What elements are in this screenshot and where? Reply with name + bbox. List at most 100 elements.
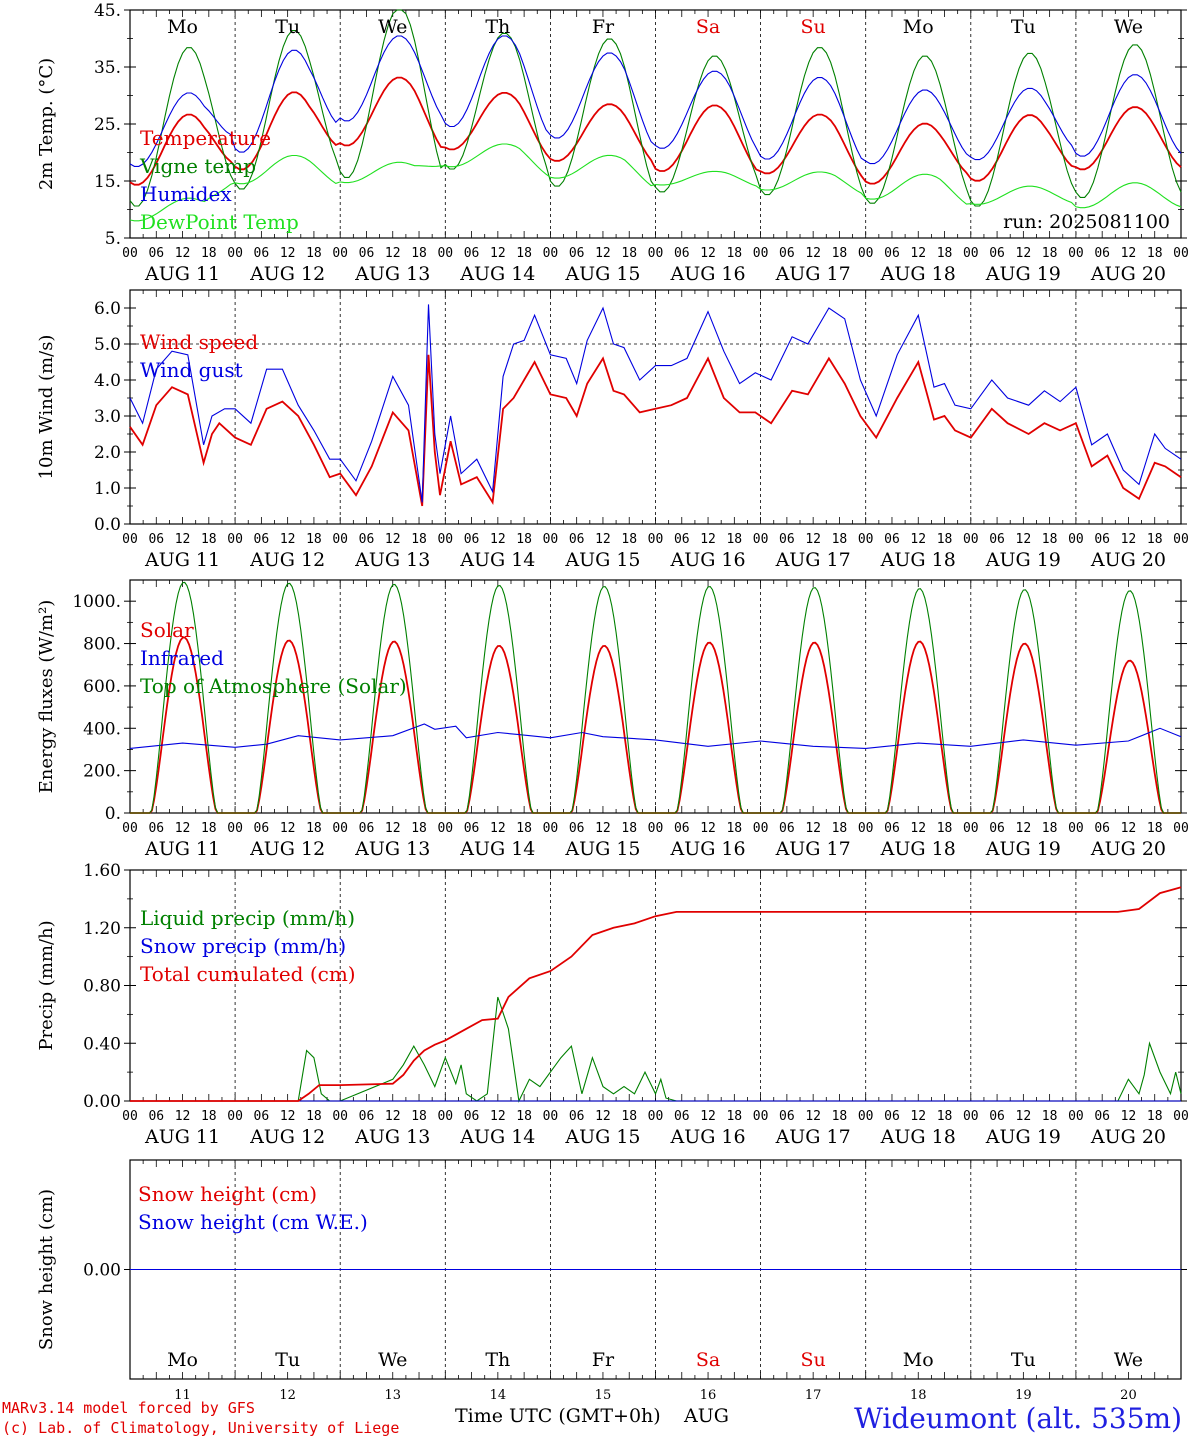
- hour-label: 06: [148, 532, 164, 547]
- hour-label: 12: [595, 246, 611, 261]
- station-label: Wideumont (alt. 535m): [854, 1402, 1182, 1435]
- hour-label: 06: [359, 532, 375, 547]
- hour-label: 00: [543, 821, 559, 836]
- hour-label: 06: [1094, 246, 1110, 261]
- hour-label: 12: [595, 1109, 611, 1124]
- hour-label: 06: [779, 532, 795, 547]
- series-humidex: [129, 35, 1182, 167]
- hour-label: 00: [122, 246, 138, 261]
- hour-label: 12: [385, 532, 401, 547]
- hour-label: 12: [1121, 532, 1137, 547]
- date-label: AUG 19: [985, 838, 1061, 860]
- date-label: AUG 20: [1090, 1126, 1166, 1148]
- hour-label: 18: [1147, 821, 1163, 836]
- hour-label: 00: [543, 1109, 559, 1124]
- hour-label: 06: [779, 246, 795, 261]
- hour-label: 12: [910, 532, 926, 547]
- legend-entry: Humidex: [140, 182, 232, 206]
- hour-label: 18: [1147, 246, 1163, 261]
- hour-label: 00: [753, 821, 769, 836]
- hour-label: 06: [148, 1109, 164, 1124]
- y-tick-label: 600.: [83, 677, 121, 697]
- y-tick-label: 45.: [94, 1, 121, 21]
- hour-label: 00: [963, 246, 979, 261]
- footer-model: MARv3.14 model forced by GFS: [2, 1399, 255, 1417]
- hour-label: 06: [569, 1109, 585, 1124]
- hour-label: 18: [937, 821, 953, 836]
- hour-label: 00: [1068, 532, 1084, 547]
- hour-label: 18: [1147, 532, 1163, 547]
- hour-label: 00: [437, 532, 453, 547]
- legend-entry: DewPoint Temp: [140, 210, 299, 234]
- hour-label: 18: [411, 246, 427, 261]
- legend-entry: Temperature: [140, 126, 271, 150]
- hour-label: 06: [359, 1109, 375, 1124]
- hour-label: 06: [779, 1109, 795, 1124]
- hour-label: 00: [1068, 1109, 1084, 1124]
- series-top-of-atmosphere-solar: [130, 581, 1181, 814]
- hour-label: 18: [306, 246, 322, 261]
- day-number: 11: [174, 1388, 191, 1403]
- hour-label: 00: [1068, 821, 1084, 836]
- hour-label: 12: [595, 821, 611, 836]
- weekday-label: Fr: [592, 1349, 615, 1371]
- panel-snow: 0.00 Snow height (cm) Snow height (cm) Snow…: [36, 1159, 1187, 1380]
- series-wind-speed: [129, 354, 1182, 507]
- date-label: AUG 12: [249, 263, 325, 285]
- run-label: run: 2025081100: [1003, 211, 1170, 233]
- weekday-label: Mo: [167, 16, 198, 38]
- legend-entry: Infrared: [140, 646, 224, 670]
- hour-label: 12: [175, 246, 191, 261]
- date-label: AUG 11: [144, 1126, 220, 1148]
- date-label: AUG 13: [354, 838, 430, 860]
- hour-label: 12: [490, 246, 506, 261]
- hour-label: 00: [648, 246, 664, 261]
- hour-label: 00: [858, 532, 874, 547]
- day-number: 16: [700, 1388, 717, 1403]
- y-tick-label: 800.: [83, 635, 121, 655]
- date-label: AUG 13: [354, 549, 430, 571]
- panel-wind: 0.0 1.0 2.0 3.0 4.0 5.0 6.0 10m Wind (m/s) 00 06 1…: [36, 289, 1189, 571]
- date-label: AUG 12: [249, 549, 325, 571]
- y-tick-label: 5.0: [94, 335, 121, 355]
- hour-label: 00: [437, 1109, 453, 1124]
- date-label: AUG 14: [459, 838, 535, 860]
- hour-label: 12: [385, 246, 401, 261]
- y-axis-title: 10m Wind (m/s): [36, 335, 57, 480]
- y-axis-title: 2m Temp. (°C): [36, 58, 57, 190]
- legend-entry: Wind gust: [140, 358, 243, 382]
- date-label: AUG 14: [459, 1126, 535, 1148]
- hour-label: 00: [753, 532, 769, 547]
- hour-label: 06: [569, 532, 585, 547]
- hour-label: 18: [201, 246, 217, 261]
- hour-label: 18: [516, 821, 532, 836]
- legend-entry: Total cumulated (cm): [140, 962, 356, 986]
- hour-label: 18: [621, 246, 637, 261]
- hour-label: 06: [1094, 532, 1110, 547]
- hour-label: 06: [779, 821, 795, 836]
- hour-label: 18: [516, 1109, 532, 1124]
- panel-energy: 0. 200. 400. 600. 800. 1000. Energy fluxes (W/…: [36, 579, 1189, 860]
- date-label: AUG 17: [775, 1126, 851, 1148]
- y-tick-label: 0.00: [83, 1092, 121, 1112]
- hour-label: 00: [1068, 246, 1084, 261]
- date-label: AUG 15: [564, 549, 640, 571]
- hour-label: 00: [227, 821, 243, 836]
- hour-label: 12: [910, 821, 926, 836]
- legend-entry: Snow height (cm W.E.): [138, 1210, 368, 1234]
- hour-label: 12: [280, 246, 296, 261]
- hour-label: 00: [963, 1109, 979, 1124]
- hour-label: 12: [385, 1109, 401, 1124]
- hour-label: 18: [411, 821, 427, 836]
- hour-label: 06: [674, 1109, 690, 1124]
- series-total-cumulated-cm: [130, 886, 1182, 1102]
- hour-label: 06: [569, 821, 585, 836]
- y-axis-title: Snow height (cm): [36, 1189, 57, 1350]
- date-label: AUG 20: [1090, 838, 1166, 860]
- y-tick-label: 6.0: [94, 299, 121, 319]
- hour-label: 00: [648, 1109, 664, 1124]
- y-tick-label: 1.0: [94, 479, 121, 499]
- date-label: AUG 13: [354, 263, 430, 285]
- hour-label: 06: [254, 821, 270, 836]
- hour-label: 18: [1042, 821, 1058, 836]
